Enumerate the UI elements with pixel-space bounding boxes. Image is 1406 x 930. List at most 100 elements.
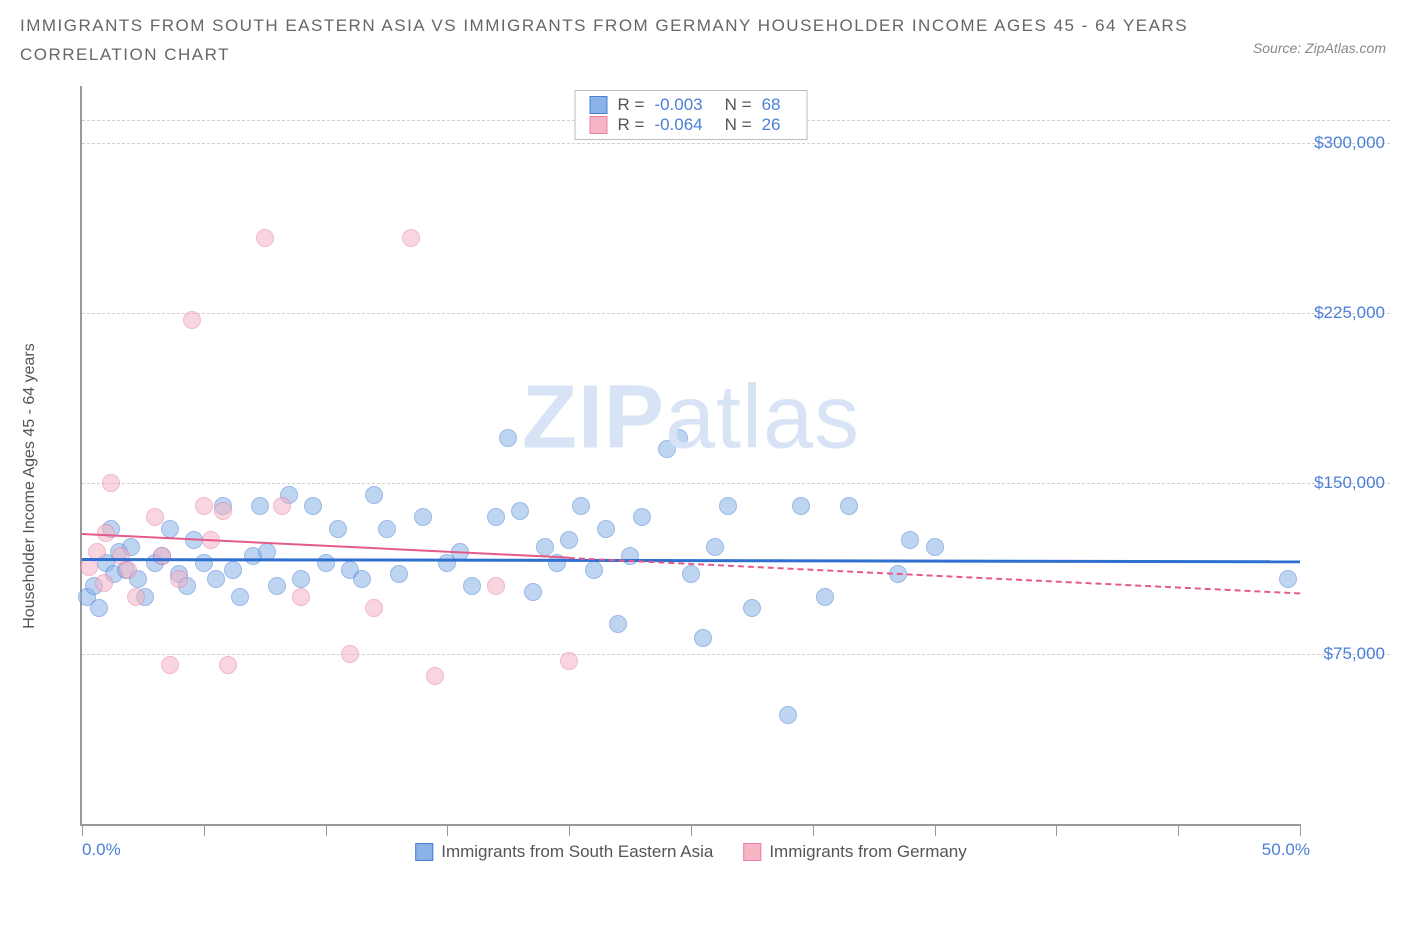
- x-axis-max: 50.0%: [1262, 840, 1310, 860]
- data-point: [901, 531, 919, 549]
- data-point: [341, 645, 359, 663]
- data-point: [219, 656, 237, 674]
- x-tick: [569, 824, 570, 836]
- y-tick-label: $225,000: [1314, 303, 1385, 323]
- data-point: [487, 577, 505, 595]
- legend-item: Immigrants from South Eastern Asia: [415, 842, 713, 862]
- data-point: [251, 497, 269, 515]
- data-point: [365, 486, 383, 504]
- x-axis-min: 0.0%: [82, 840, 121, 860]
- data-point: [706, 538, 724, 556]
- r-value: -0.003: [654, 95, 702, 115]
- data-point: [792, 497, 810, 515]
- n-value: 68: [762, 95, 781, 115]
- data-point: [95, 574, 113, 592]
- data-point: [926, 538, 944, 556]
- grid-line: [82, 143, 1390, 144]
- data-point: [560, 531, 578, 549]
- data-point: [560, 652, 578, 670]
- data-point: [153, 547, 171, 565]
- data-point: [329, 520, 347, 538]
- legend-swatch: [743, 843, 761, 861]
- y-axis-label: Householder Income Ages 45 - 64 years: [21, 343, 39, 629]
- y-tick-label: $300,000: [1314, 133, 1385, 153]
- data-point: [402, 229, 420, 247]
- x-tick: [691, 824, 692, 836]
- data-point: [292, 570, 310, 588]
- data-point: [487, 508, 505, 526]
- chart-title-line2: CORRELATION CHART: [20, 41, 1188, 70]
- correlation-legend: R = -0.003 N = 68 R = -0.064 N = 26: [575, 90, 808, 140]
- data-point: [463, 577, 481, 595]
- data-point: [670, 429, 688, 447]
- data-point: [304, 497, 322, 515]
- data-point: [80, 558, 98, 576]
- data-point: [621, 547, 639, 565]
- data-point: [273, 497, 291, 515]
- legend-label: Immigrants from Germany: [769, 842, 966, 862]
- x-tick: [82, 824, 83, 836]
- data-point: [183, 311, 201, 329]
- chart-container: Householder Income Ages 45 - 64 years ZI…: [50, 86, 1390, 886]
- data-point: [426, 667, 444, 685]
- data-point: [231, 588, 249, 606]
- data-point: [214, 502, 232, 520]
- data-point: [743, 599, 761, 617]
- data-point: [719, 497, 737, 515]
- n-value: 26: [762, 115, 781, 135]
- chart-title-line1: IMMIGRANTS FROM SOUTH EASTERN ASIA VS IM…: [20, 12, 1188, 41]
- data-point: [90, 599, 108, 617]
- data-point: [536, 538, 554, 556]
- plot-area: ZIPatlas R =-0.003N =68R =-0.064N =26 0.…: [80, 86, 1300, 826]
- data-point: [414, 508, 432, 526]
- legend-swatch: [415, 843, 433, 861]
- data-point: [292, 588, 310, 606]
- r-label: R =: [618, 115, 645, 135]
- grid-line: [82, 313, 1390, 314]
- legend-item: Immigrants from Germany: [743, 842, 966, 862]
- y-tick-label: $75,000: [1324, 644, 1385, 664]
- data-point: [119, 561, 137, 579]
- data-point: [499, 429, 517, 447]
- data-point: [572, 497, 590, 515]
- legend-label: Immigrants from South Eastern Asia: [441, 842, 713, 862]
- x-tick: [1300, 824, 1301, 836]
- x-tick: [204, 824, 205, 836]
- data-point: [195, 497, 213, 515]
- x-tick: [813, 824, 814, 836]
- data-point: [224, 561, 242, 579]
- data-point: [511, 502, 529, 520]
- n-label: N =: [725, 95, 752, 115]
- data-point: [524, 583, 542, 601]
- grid-line: [82, 483, 1390, 484]
- data-point: [694, 629, 712, 647]
- legend-row: R = -0.003 N = 68: [590, 95, 793, 115]
- n-label: N =: [725, 115, 752, 135]
- source-label: Source: ZipAtlas.com: [1253, 40, 1386, 56]
- x-tick: [1178, 824, 1179, 836]
- data-point: [353, 570, 371, 588]
- data-point: [779, 706, 797, 724]
- x-tick: [447, 824, 448, 836]
- data-point: [1279, 570, 1297, 588]
- legend-row: R = -0.064 N = 26: [590, 115, 793, 135]
- data-point: [378, 520, 396, 538]
- x-tick: [326, 824, 327, 836]
- data-point: [682, 565, 700, 583]
- data-point: [146, 508, 164, 526]
- data-point: [161, 656, 179, 674]
- data-point: [585, 561, 603, 579]
- data-point: [161, 520, 179, 538]
- data-point: [609, 615, 627, 633]
- r-value: -0.064: [654, 115, 702, 135]
- x-tick: [1056, 824, 1057, 836]
- y-tick-label: $150,000: [1314, 473, 1385, 493]
- data-point: [195, 554, 213, 572]
- r-label: R =: [618, 95, 645, 115]
- legend-swatch: [590, 96, 608, 114]
- data-point: [816, 588, 834, 606]
- data-point: [256, 229, 274, 247]
- data-point: [390, 565, 408, 583]
- data-point: [127, 588, 145, 606]
- watermark: ZIPatlas: [522, 367, 860, 470]
